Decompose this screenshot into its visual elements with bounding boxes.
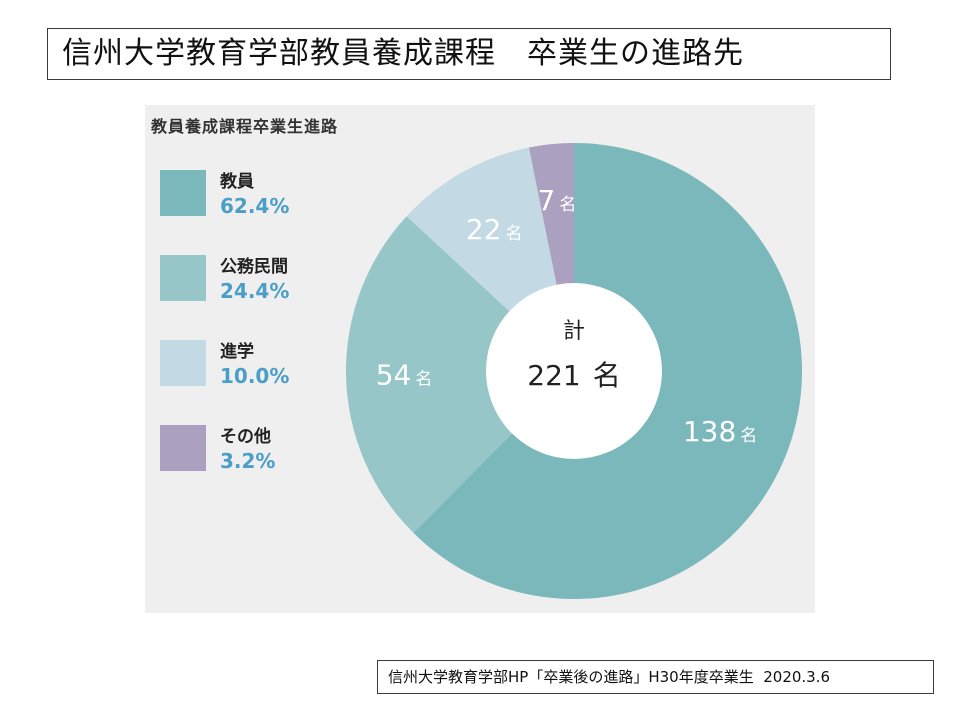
slice-value: 7 xyxy=(537,184,555,217)
legend-percentage: 62.4% xyxy=(220,194,290,218)
total-unit: 名 xyxy=(593,359,621,392)
legend-percentage: 3.2% xyxy=(220,449,276,473)
total-number: 221 xyxy=(527,359,580,392)
slice-unit: 名 xyxy=(559,195,576,215)
slice-value: 22 xyxy=(466,213,502,246)
donut-chart: 計 221 名 138 名54 名22 名7 名 xyxy=(346,143,802,599)
legend-item-further-study: 進学 10.0% xyxy=(160,337,360,391)
legend-label: その他 xyxy=(220,427,271,447)
legend-label: 進学 xyxy=(220,342,254,362)
legend-label: 教員 xyxy=(220,172,254,192)
legend-swatch xyxy=(160,255,206,301)
slice-unit: 名 xyxy=(505,224,522,244)
total-value: 221 名 xyxy=(527,359,620,392)
legend-percentage: 24.4% xyxy=(220,279,290,303)
legend-item-other: その他 3.2% xyxy=(160,422,360,476)
slice-unit: 名 xyxy=(740,426,757,446)
slice-unit: 名 xyxy=(415,370,432,390)
slice-public-private xyxy=(346,216,574,533)
legend-item-public-private: 公務民間 24.4% xyxy=(160,252,360,306)
slice-value-label: 54 名 xyxy=(376,359,433,392)
slice-value: 138 xyxy=(683,415,736,448)
total-label: 計 xyxy=(563,319,585,344)
legend-percentage: 10.0% xyxy=(220,364,290,388)
slide-title: 信州大学教育学部教員養成課程 卒業生の進路先 xyxy=(47,28,891,80)
legend-swatch xyxy=(160,340,206,386)
legend-swatch xyxy=(160,170,206,216)
legend-swatch xyxy=(160,425,206,471)
source-caption: 信州大学教育学部HP「卒業後の進路」H30年度卒業生 2020.3.6 xyxy=(377,660,934,694)
legend-item-teacher: 教員 62.4% xyxy=(160,167,360,221)
chart-title: 教員養成課程卒業生進路 xyxy=(151,117,339,136)
legend-label: 公務民間 xyxy=(220,257,288,277)
slice-value-label: 138 名 xyxy=(683,415,757,448)
donut-center xyxy=(486,283,662,459)
slice-value: 54 xyxy=(376,359,412,392)
chart-panel: 教員養成課程卒業生進路 教員 62.4% 公務民間 24.4% 進学 10.0%… xyxy=(145,105,815,613)
slice-value-label: 22 名 xyxy=(466,213,523,246)
